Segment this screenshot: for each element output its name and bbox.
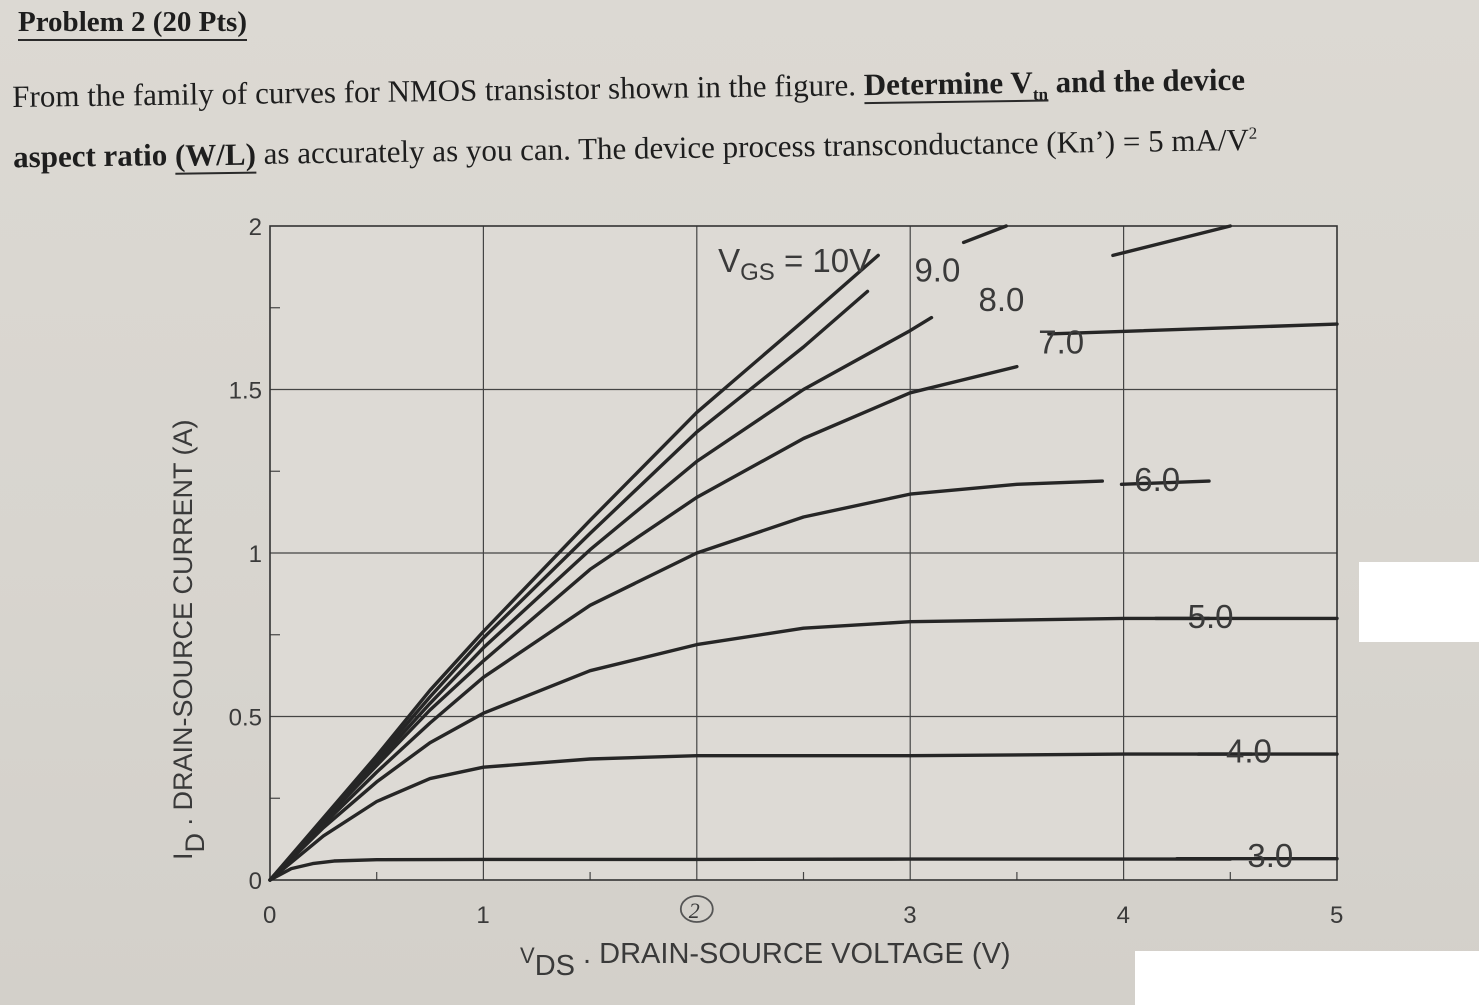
curve-vgs-6-0 bbox=[268, 479, 1104, 882]
x-axis-title: VDS . DRAIN-SOURCE VOLTAGE (V) bbox=[520, 938, 1011, 982]
y-tick-label: 0.5 bbox=[229, 705, 262, 732]
y-axis-title: ID . DRAIN-SOURCE CURRENT (A) bbox=[168, 419, 210, 860]
curve-vgs-10V bbox=[268, 253, 880, 882]
curve-label: 3.0 bbox=[1247, 837, 1293, 874]
curve-label: 9.0 bbox=[914, 252, 960, 289]
curve-top-segment bbox=[1111, 224, 1232, 258]
curve-label: 8.0 bbox=[978, 281, 1024, 318]
x-tick-label: 5 bbox=[1330, 902, 1343, 929]
handwritten-note: 2 bbox=[689, 898, 700, 923]
y-tick-label: 2 bbox=[249, 214, 262, 241]
y-tick-label: 1 bbox=[249, 541, 262, 568]
handwritten-circle bbox=[679, 895, 714, 923]
x-tick-label: 3 bbox=[903, 902, 916, 929]
redaction-box-bottom bbox=[1135, 951, 1479, 1005]
curve-top-segment bbox=[961, 224, 1008, 245]
curve-vgs-3-0 bbox=[268, 857, 1232, 882]
curve-saturation-tail bbox=[1119, 479, 1211, 486]
curve-label: 5.0 bbox=[1188, 598, 1234, 635]
curve-label: 6.0 bbox=[1134, 461, 1180, 498]
redaction-box-right bbox=[1359, 562, 1479, 642]
plot-frame bbox=[269, 225, 1338, 881]
curve-vgs-5-0 bbox=[268, 616, 1211, 882]
curve-label: 7.0 bbox=[1038, 324, 1084, 361]
x-tick-label: 4 bbox=[1117, 902, 1130, 929]
x-tick-label: 1 bbox=[476, 902, 489, 929]
y-tick-label: 0 bbox=[249, 868, 262, 895]
x-tick-label: 0 bbox=[263, 902, 276, 929]
curve-saturation-tail bbox=[1047, 322, 1339, 336]
y-tick-label: 1.5 bbox=[229, 378, 262, 405]
problem-title: Problem 2 (20 Pts) bbox=[18, 6, 247, 41]
curve-label: 4.0 bbox=[1226, 732, 1272, 769]
curve-vgs-4-0 bbox=[268, 752, 1254, 882]
curve-label-vgs: VGS = 10V bbox=[718, 242, 871, 286]
